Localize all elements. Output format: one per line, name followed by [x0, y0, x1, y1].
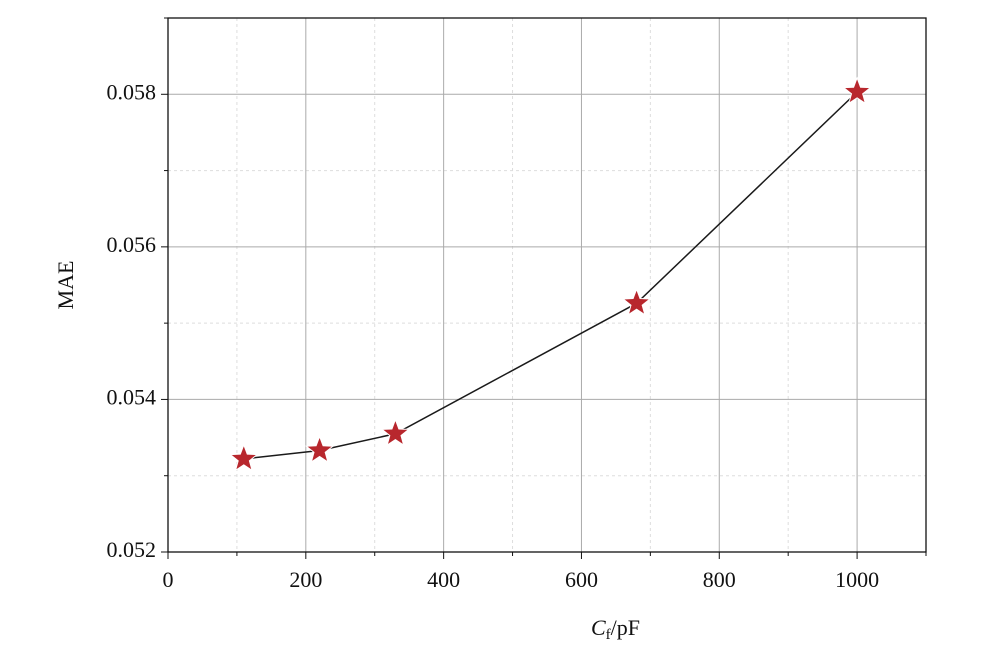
y-axis-label: MAE — [53, 261, 78, 310]
y-tick-label: 0.056 — [107, 232, 157, 257]
x-tick-label: 1000 — [835, 567, 879, 592]
star-marker — [842, 76, 872, 105]
star-marker — [304, 435, 335, 464]
data-line — [243, 91, 858, 460]
x-axis-label: Cf/pF — [591, 615, 640, 643]
x-label-unit: /pF — [611, 615, 640, 640]
plot-frame — [167, 17, 927, 553]
x-tick-label: 800 — [703, 567, 736, 592]
y-tick-label: 0.052 — [107, 537, 157, 562]
x-tick-label: 200 — [289, 567, 322, 592]
y-tick-label: 0.054 — [107, 384, 157, 409]
star-marker — [229, 443, 259, 472]
x-label-symbol: C — [591, 615, 606, 640]
x-tick-label: 600 — [565, 567, 598, 592]
y-tick-label: 0.058 — [107, 79, 157, 104]
x-tick-label: 0 — [163, 567, 174, 592]
star-marker — [621, 287, 652, 316]
star-marker — [380, 418, 411, 447]
x-label-subscript: f — [606, 627, 611, 643]
x-tick-label: 400 — [427, 567, 460, 592]
